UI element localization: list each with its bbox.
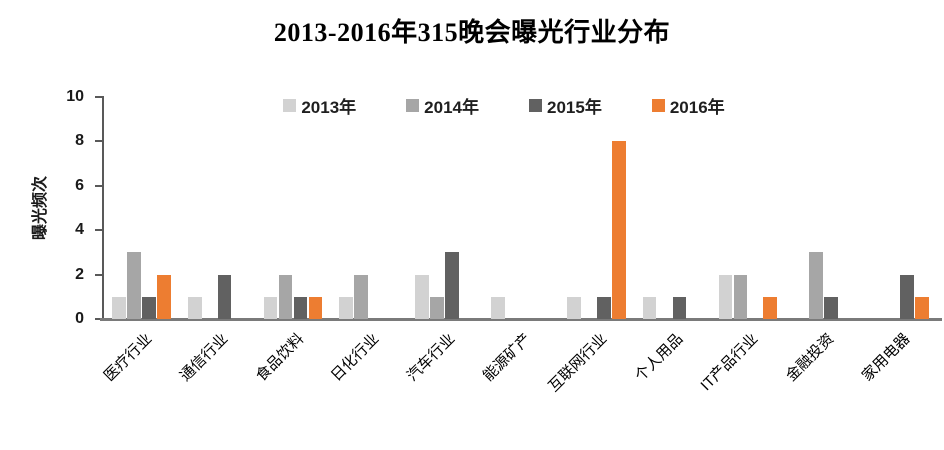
bar-医疗行业-2014年	[126, 252, 141, 319]
x-axis-line	[100, 318, 942, 321]
bar-食品饮料-2015年	[293, 296, 308, 319]
y-tick-mark	[95, 184, 103, 187]
bar-IT产品行业-2014年	[733, 274, 748, 319]
legend-item-2016年: 2016年	[651, 93, 725, 118]
bar-个人用品-2015年	[672, 296, 687, 319]
bar-互联网行业-2013年	[566, 296, 581, 319]
y-tick-label: 6	[75, 176, 84, 194]
y-tick-mark	[95, 318, 103, 320]
bar-医疗行业-2016年	[156, 274, 171, 319]
legend-item-2013年: 2013年	[283, 93, 356, 118]
bar-IT产品行业-2013年	[718, 274, 733, 319]
y-tick-mark	[95, 273, 103, 276]
legend-item-2014年: 2014年	[406, 93, 479, 118]
bar-通信行业-2015年	[217, 274, 232, 319]
bar-汽车行业-2015年	[445, 252, 459, 319]
y-tick-mark	[95, 140, 103, 143]
y-tick-label: 10	[66, 88, 84, 105]
bar-互联网行业-2016年	[611, 141, 626, 319]
bar-IT产品行业-2016年	[763, 296, 778, 319]
bar-能源矿产-2013年	[491, 296, 505, 319]
legend-label: 2013年	[301, 98, 357, 117]
bar-家用电器-2015年	[900, 274, 914, 319]
legend-swatch-icon	[529, 99, 542, 112]
bar-日化行业-2013年	[339, 296, 354, 319]
bar-食品饮料-2014年	[278, 274, 293, 319]
y-tick-label: 4	[75, 221, 84, 239]
bar-医疗行业-2013年	[112, 296, 126, 319]
bar-食品饮料-2016年	[308, 296, 323, 319]
bar-互联网行业-2015年	[596, 296, 611, 319]
legend: 2013年 2014年 2015年 2016年	[104, 93, 904, 118]
bar-汽车行业-2013年	[415, 274, 430, 319]
y-tick-label: 0	[75, 310, 84, 327]
legend-swatch-icon	[283, 99, 297, 112]
bar-通信行业-2013年	[187, 296, 202, 319]
legend-swatch-icon	[651, 99, 665, 112]
bar-金融投资-2014年	[809, 252, 824, 319]
bar-金融投资-2015年	[824, 296, 839, 319]
y-axis-line	[102, 96, 104, 321]
plot-area	[104, 97, 938, 319]
bar-日化行业-2014年	[354, 274, 369, 319]
legend-label: 2016年	[669, 98, 725, 117]
legend-label: 2015年	[547, 98, 602, 117]
legend-swatch-icon	[406, 99, 420, 112]
bar-汽车行业-2014年	[430, 296, 444, 319]
y-tick-mark	[95, 229, 103, 232]
bar-医疗行业-2015年	[141, 296, 156, 319]
y-tick-label: 2	[75, 265, 84, 283]
bar-食品饮料-2013年	[263, 296, 278, 319]
bar-家用电器-2016年	[915, 296, 929, 319]
legend-label: 2014年	[424, 98, 479, 117]
bar-个人用品-2013年	[642, 296, 657, 319]
legend-item-2015年: 2015年	[529, 93, 602, 118]
y-tick-label: 8	[75, 132, 84, 150]
y-tick-mark	[95, 96, 103, 98]
chart-title: 2013-2016年315晚会曝光行业分布	[273, 18, 671, 47]
